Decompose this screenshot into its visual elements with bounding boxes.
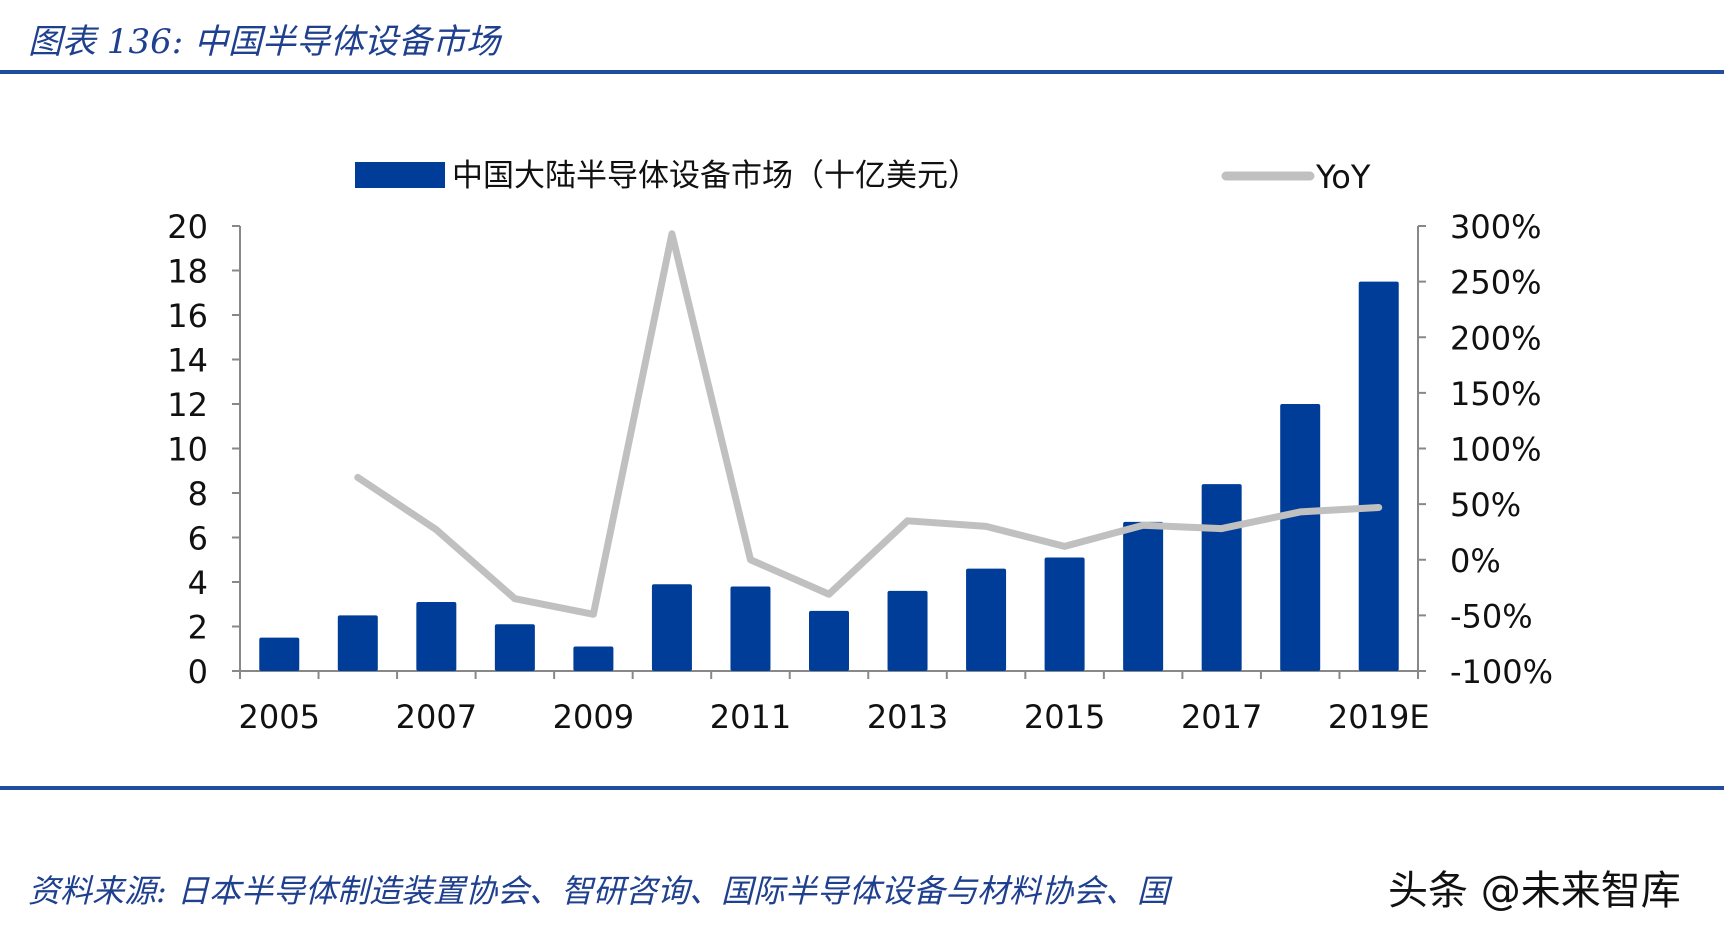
left-tick-label: 20 (167, 208, 208, 246)
left-tick-label: 4 (188, 564, 208, 602)
bar (966, 568, 1007, 671)
right-tick-label: 250% (1450, 264, 1541, 302)
left-tick-label: 14 (167, 342, 208, 380)
left-tick-label: 18 (167, 253, 208, 291)
bars (259, 281, 1399, 671)
right-tick-label: 150% (1450, 375, 1541, 413)
bar (337, 615, 378, 671)
left-tick-label: 12 (167, 386, 208, 424)
bar (494, 624, 535, 671)
watermark: 头条 @未来智库 (1382, 858, 1687, 916)
yoy-line-group (354, 230, 1383, 618)
x-tick-label: 2011 (710, 698, 791, 736)
left-tick-label: 6 (188, 520, 208, 558)
source-note: 资料来源: 日本半导体制造装置协会、智研咨询、国际半导体设备与材料协会、国 (28, 872, 1169, 910)
bar (730, 586, 771, 671)
bar (1201, 484, 1242, 671)
legend-bar-label: 中国大陆半导体设备市场（十亿美元） (452, 158, 979, 194)
right-tick-label: 200% (1450, 319, 1541, 357)
right-tick-label: -100% (1450, 653, 1553, 691)
x-tick-label: 2013 (867, 698, 948, 736)
right-tick-label: -50% (1450, 597, 1533, 635)
x-tick-label: 2019E (1328, 698, 1430, 736)
legend-bar-swatch (355, 162, 445, 188)
x-tick-label: 2005 (239, 698, 320, 736)
left-tick-label: 8 (188, 475, 208, 513)
left-tick-label: 0 (188, 653, 208, 691)
left-tick-label: 10 (167, 431, 208, 469)
x-tick-label: 2007 (396, 698, 477, 736)
bar (416, 602, 457, 671)
source-rule (0, 786, 1724, 790)
bar (1358, 281, 1399, 671)
x-tick-label: 2009 (553, 698, 634, 736)
yoy-line (354, 230, 1383, 618)
right-tick-label: 0% (1450, 542, 1501, 580)
bar (887, 590, 928, 671)
title-rule (0, 70, 1724, 74)
x-tick-label: 2017 (1181, 698, 1262, 736)
left-tick-label: 2 (188, 609, 208, 647)
legend: 中国大陆半导体设备市场（十亿美元） YoY (355, 158, 1371, 196)
bar (1280, 404, 1321, 671)
bar (259, 637, 300, 671)
axes: 0 2 4 6 8 10 12 14 16 18 20 -100% -50% 0% 50% 100% 150% 2… (167, 208, 1553, 736)
bar (809, 610, 849, 671)
bar (1123, 521, 1164, 671)
left-tick-label: 16 (167, 297, 208, 335)
right-tick-label: 50% (1450, 486, 1521, 524)
bar (573, 646, 614, 671)
x-tick-label: 2015 (1024, 698, 1105, 736)
legend-line-label: YoY (1315, 158, 1371, 196)
bar (1044, 557, 1085, 671)
right-tick-label: 100% (1450, 431, 1541, 469)
right-tick-label: 300% (1450, 208, 1541, 246)
bar (651, 584, 692, 671)
figure-title: 图表 136: 中国半导体设备市场 (28, 22, 500, 62)
